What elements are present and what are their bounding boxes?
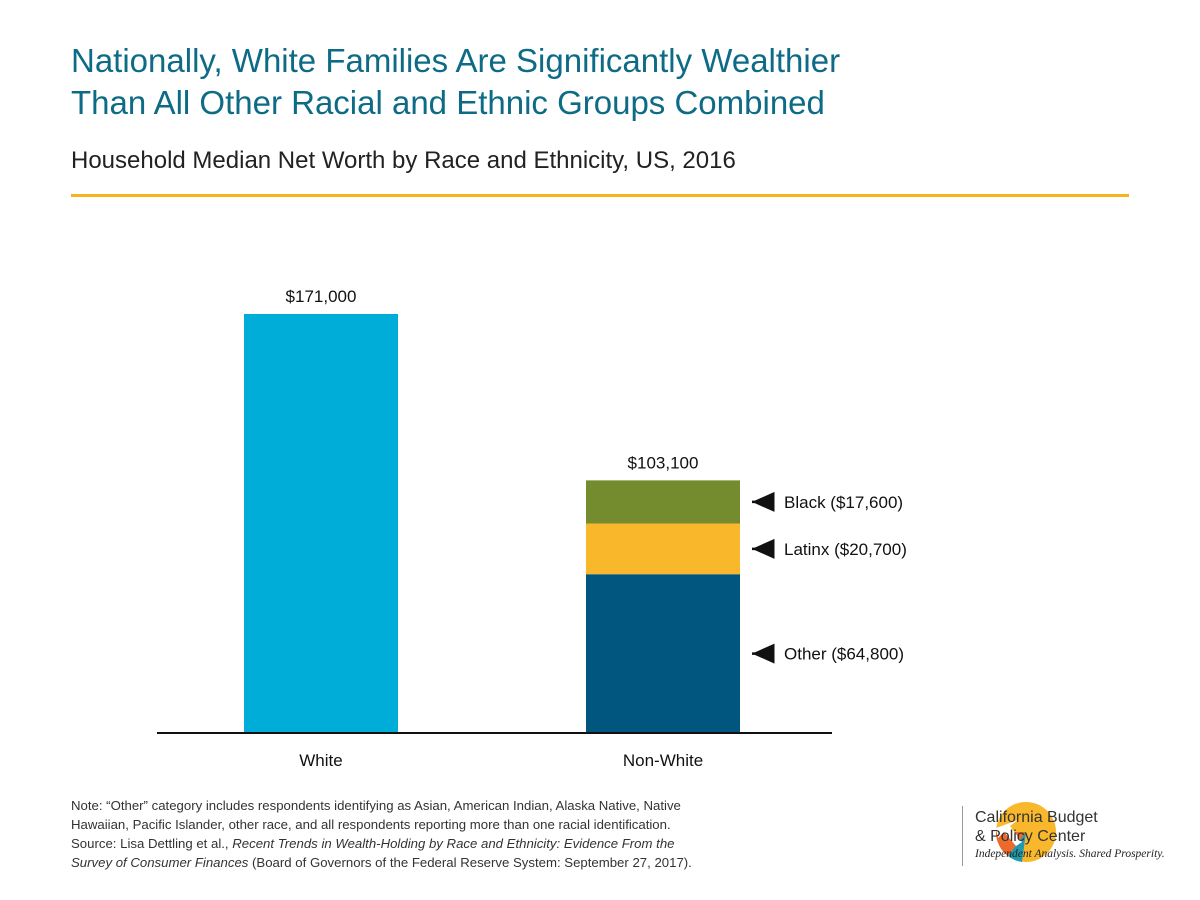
bar-segment-latinx [586, 523, 740, 575]
source-title-part-2: Survey of Consumer Finances [71, 855, 249, 870]
bar-segment-other [586, 574, 740, 733]
source-prefix: Source: Lisa Dettling et al., [71, 836, 233, 851]
chart-title-line-1: Nationally, White Families Are Significa… [71, 42, 841, 79]
source-line-1: Source: Lisa Dettling et al., Recent Tre… [71, 834, 861, 853]
chart-notes: Note: “Other” category includes responde… [71, 796, 861, 872]
chart-title: Nationally, White Families Are Significa… [71, 40, 1151, 124]
category-label-white: White [299, 751, 342, 770]
annotation-label-other: Other ($64,800) [784, 645, 904, 664]
source-suffix: (Board of Governors of the Federal Reser… [248, 855, 692, 870]
chart-title-line-2: Than All Other Racial and Ethnic Groups … [71, 84, 825, 121]
organization-name: California Budget & Policy Center [975, 808, 1098, 846]
annotation-label-black: Black ($17,600) [784, 493, 903, 512]
bar-chart: $171,000 White Other ($64,800) Latinx ($20,… [157, 287, 907, 770]
organization-name-line-1: California Budget [975, 809, 1098, 826]
logo-divider [962, 806, 963, 866]
total-label-non-white: $103,100 [628, 453, 699, 472]
note-line-2: Hawaiian, Pacific Islander, other race, … [71, 817, 671, 832]
bar-segment-white [244, 314, 398, 733]
category-label-non-white: Non-White [623, 751, 703, 770]
total-label-white: $171,000 [286, 287, 357, 306]
note-line-1: Note: “Other” category includes responde… [71, 798, 681, 813]
chart-subtitle: Household Median Net Worth by Race and E… [71, 147, 736, 174]
organization-tagline: Independent Analysis. Shared Prosperity. [975, 848, 1165, 860]
organization-name-line-2: & Policy Center [975, 828, 1086, 845]
bar-segment-black [586, 480, 740, 524]
source-title-part-1: Recent Trends in Wealth-Holding by Race … [232, 836, 675, 851]
annotation-label-latinx: Latinx ($20,700) [784, 540, 907, 559]
title-divider [71, 194, 1129, 197]
organization-logo-icon [996, 802, 1056, 862]
source-line-2: Survey of Consumer Finances (Board of Go… [71, 853, 861, 872]
